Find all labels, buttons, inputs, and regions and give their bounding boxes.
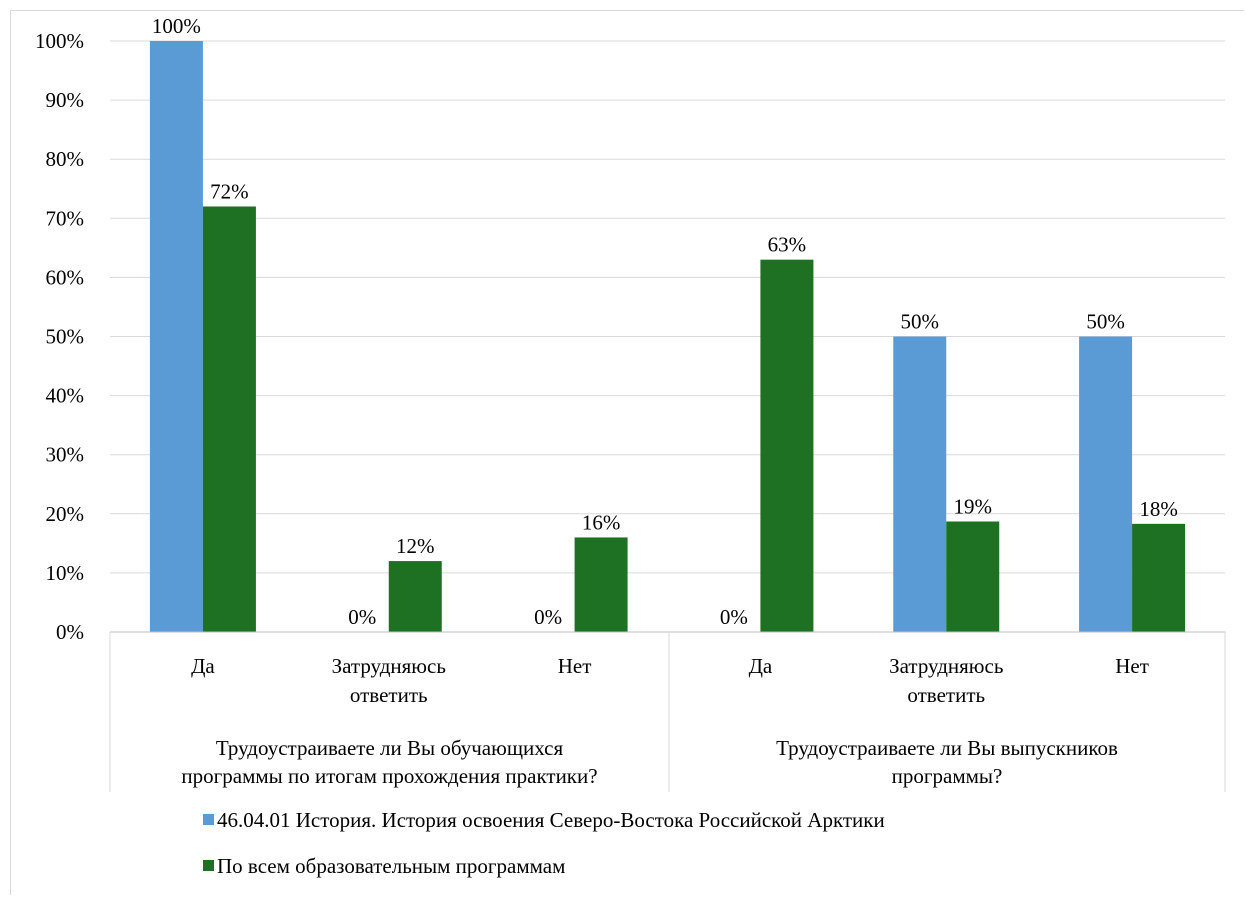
y-tick-label: 20% [46,502,85,526]
category-axis: Да Затрудняюсь ответить Нет Трудоустраиваете… [109,631,1226,792]
bar [893,336,947,632]
category-label: Да [191,654,215,678]
data-labels: 100% 72% 0% 12% 0% 16% 0% 63% 50% 19% 50% 18% [152,14,1178,629]
group-label: программы по итогам прохождения практики… [181,764,597,788]
category-label: ответить [907,683,985,707]
legend: 46.04.01 История. История освоения Север… [203,808,885,878]
group-label: Трудоустраиваете ли Вы обучающихся [216,736,564,760]
group-label: Трудоустраиваете ли Вы выпускников [776,736,1118,760]
data-label: 16% [582,510,621,534]
category-label: Нет [558,654,592,678]
data-label: 12% [396,534,435,558]
data-label: 19% [954,494,993,518]
data-label: 50% [1086,310,1125,334]
bars [149,41,1186,633]
y-tick-label: 30% [46,443,85,467]
data-label: 0% [720,605,748,629]
data-label: 0% [534,605,562,629]
data-label: 100% [152,14,201,38]
data-label: 50% [901,310,940,334]
y-tick-label: 10% [46,561,85,585]
chart-frame [10,10,1244,895]
bar [149,41,203,632]
y-tick-label: 90% [46,88,85,112]
bar [760,259,814,632]
category-label: Затрудняюсь [332,654,446,678]
bar [202,206,256,633]
y-tick-label: 0% [56,620,84,644]
y-axis-tick-labels: 0% 10% 20% 30% 40% 50% 60% 70% 80% 90% 100% [35,29,84,644]
bar [946,521,1000,632]
legend-label: По всем образовательным программам [217,854,565,878]
data-label: 63% [768,233,807,257]
category-label: Затрудняюсь [889,654,1003,678]
y-tick-label: 60% [46,265,85,289]
data-label: 18% [1139,497,1178,521]
category-label: Нет [1115,654,1149,678]
bar [388,561,442,632]
data-label: 72% [210,179,249,203]
data-label: 0% [348,605,376,629]
category-label: Да [749,654,773,678]
bar [1079,336,1133,632]
y-tick-label: 100% [35,29,84,53]
legend-swatch [203,814,214,825]
legend-label: 46.04.01 История. История освоения Север… [217,808,885,832]
y-tick-label: 80% [46,147,85,171]
group-label: программы? [892,764,1003,788]
gridlines [110,40,1225,574]
bar [1132,523,1186,632]
category-label: ответить [350,683,428,707]
y-tick-label: 40% [46,384,85,408]
y-tick-label: 70% [46,206,85,230]
y-tick-label: 50% [46,325,85,349]
bar [574,537,628,632]
legend-swatch [203,860,214,871]
